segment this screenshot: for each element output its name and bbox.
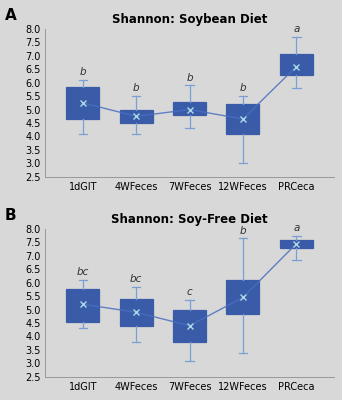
Text: c: c xyxy=(187,288,193,298)
PathPatch shape xyxy=(226,280,260,314)
Text: bc: bc xyxy=(130,274,142,284)
Text: a: a xyxy=(293,223,300,233)
Text: b: b xyxy=(240,84,246,94)
PathPatch shape xyxy=(66,290,99,322)
Text: A: A xyxy=(5,8,17,23)
PathPatch shape xyxy=(280,54,313,75)
PathPatch shape xyxy=(173,310,206,342)
PathPatch shape xyxy=(66,87,99,119)
Text: B: B xyxy=(5,208,17,223)
Text: b: b xyxy=(186,73,193,83)
PathPatch shape xyxy=(120,110,153,123)
Text: b: b xyxy=(240,226,246,236)
Text: a: a xyxy=(293,24,300,34)
PathPatch shape xyxy=(280,240,313,248)
Title: Shannon: Soy-Free Diet: Shannon: Soy-Free Diet xyxy=(111,213,268,226)
PathPatch shape xyxy=(226,104,260,134)
Text: bc: bc xyxy=(77,267,89,277)
Title: Shannon: Soybean Diet: Shannon: Soybean Diet xyxy=(112,13,267,26)
PathPatch shape xyxy=(173,102,206,115)
Text: b: b xyxy=(133,84,140,94)
PathPatch shape xyxy=(120,299,153,326)
Text: b: b xyxy=(79,67,86,77)
